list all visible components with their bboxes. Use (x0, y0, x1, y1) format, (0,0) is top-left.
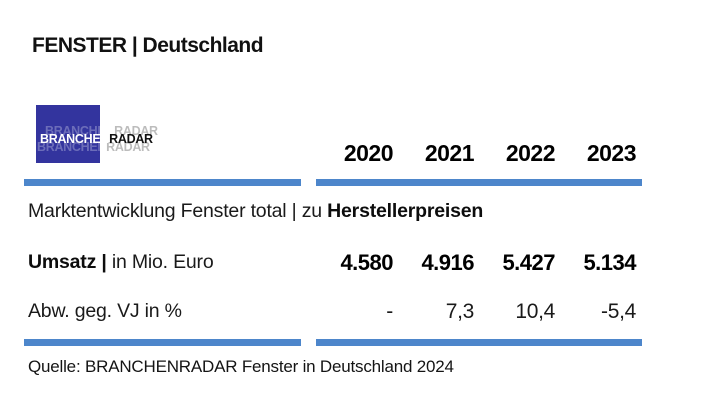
branchenradar-logo: BRANCHENRADAR BRANCHENRADAR BRANCHENRADA… (36, 105, 158, 163)
umsatz-2021: 4.916 (421, 250, 474, 275)
logo-blue-square (36, 105, 100, 163)
abweichung-2021: 7,3 (445, 300, 475, 323)
logo-text-radar: RADAR (109, 132, 153, 146)
section-label: Marktentwicklung Fenster total | zu Hers… (28, 200, 483, 223)
row-values-umsatz: 4.580 4.916 5.427 5.134 (312, 250, 636, 276)
year-header-row: 2020 2021 2022 2023 (312, 140, 637, 167)
divider-bottom-right (316, 339, 642, 346)
divider-bottom-left (24, 339, 301, 346)
divider-top-right (316, 179, 642, 186)
umsatz-2020: 4.580 (340, 250, 393, 275)
abweichung-2023: -5,4 (601, 300, 636, 323)
divider-top-left (24, 179, 301, 186)
logo-text-branchen: BRANCHEN (40, 132, 110, 146)
abweichung-2020: - (386, 300, 393, 323)
year-header-2021: 2021 (424, 140, 475, 166)
logo-wordmark: BRANCHENRADAR (40, 133, 153, 146)
abweichung-2022: 10,4 (515, 300, 555, 323)
row-label-abweichung: Abw. geg. VJ in % (28, 300, 182, 322)
logo-text-echo-bottom: BRANCHENRADAR (37, 140, 150, 154)
logo-text-echo-top: BRANCHENRADAR (45, 124, 158, 138)
source-note: Quelle: BRANCHENRADAR Fenster in Deutsch… (28, 357, 454, 376)
year-header-2023: 2023 (586, 140, 637, 166)
year-header-2020: 2020 (343, 140, 394, 166)
section-label-regular: Marktentwicklung Fenster total | zu (28, 200, 328, 222)
page-title: FENSTER | Deutschland (32, 34, 264, 57)
umsatz-2023: 5.134 (583, 250, 636, 275)
row-values-abweichung: - 7,3 10,4 -5,4 (312, 300, 636, 324)
row-label-umsatz: Umsatz | in Mio. Euro (28, 251, 214, 273)
section-label-bold: Herstellerpreisen (327, 200, 484, 222)
umsatz-2022: 5.427 (502, 250, 555, 275)
year-header-2022: 2022 (505, 140, 556, 166)
